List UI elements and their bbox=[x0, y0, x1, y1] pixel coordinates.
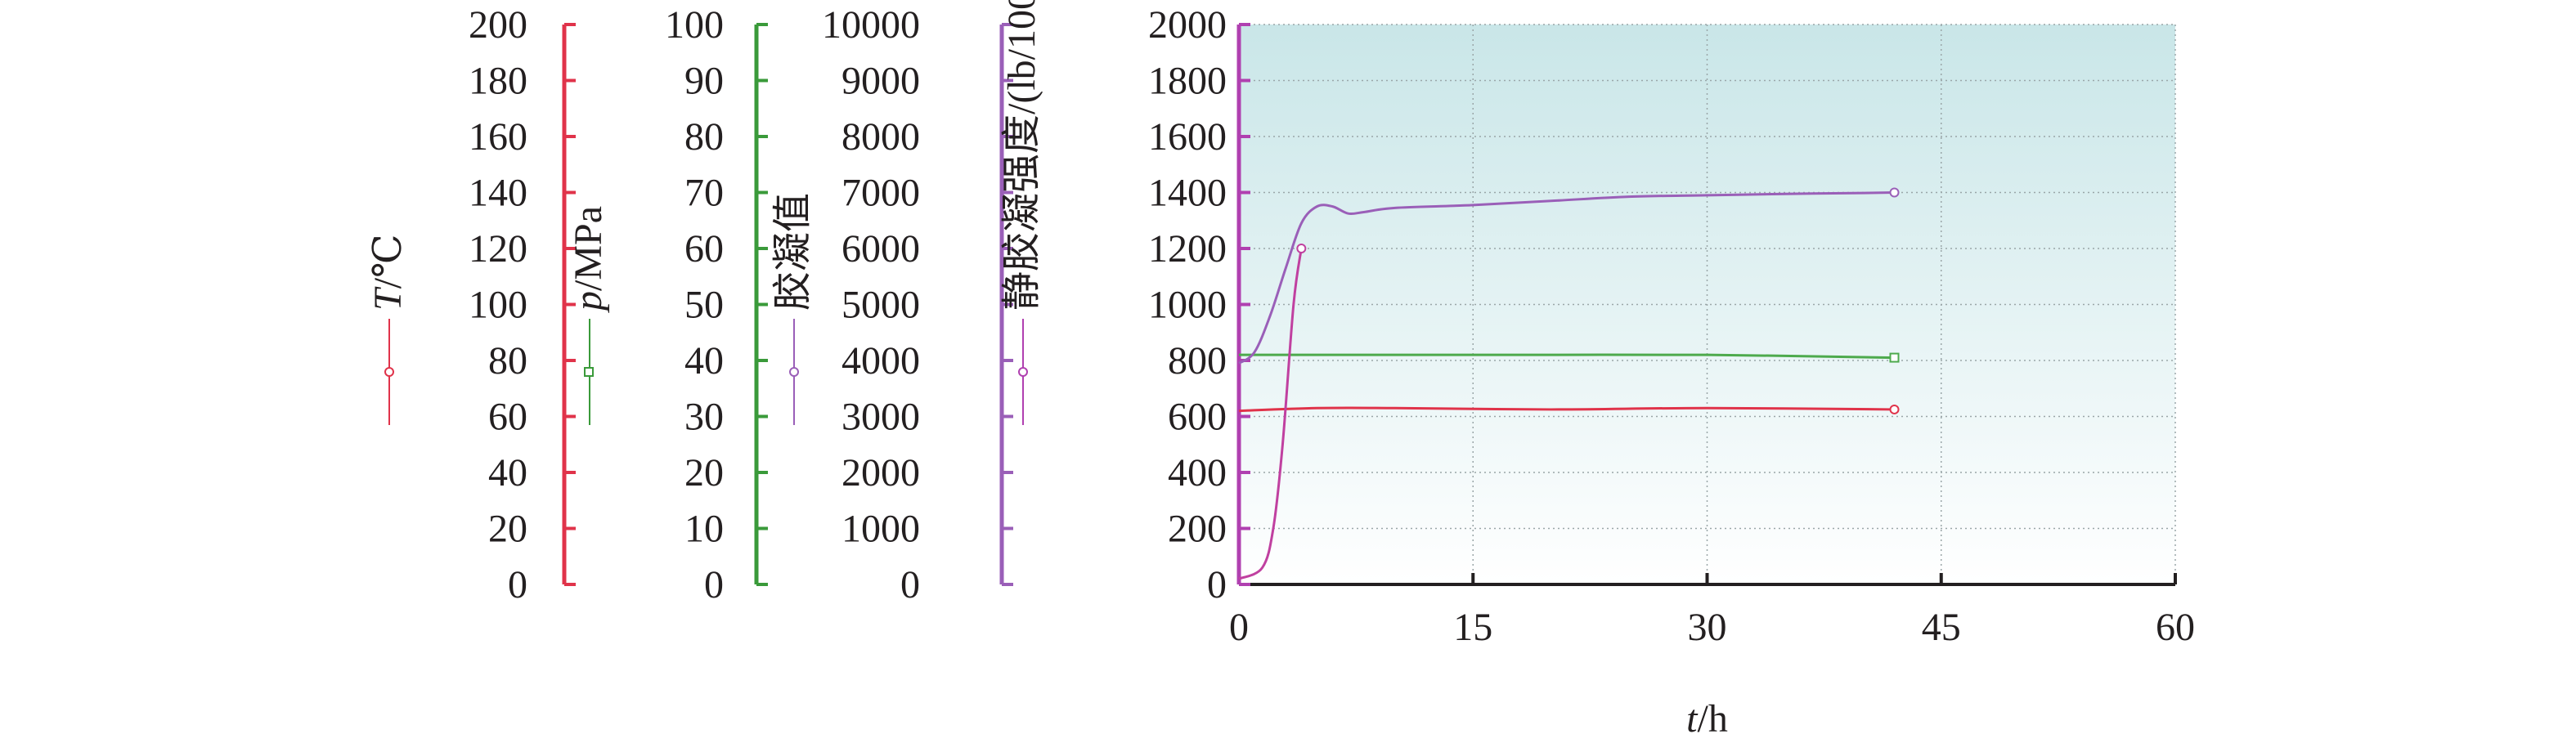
y-tick-label-sgs: 1600 bbox=[1148, 115, 1227, 159]
y-tick-label-p: 70 bbox=[684, 172, 724, 215]
y-tick-label-sgs: 1400 bbox=[1148, 172, 1227, 215]
series-line-T bbox=[1238, 406, 1895, 413]
y-axis-label-gel: 胶凝值 bbox=[771, 193, 815, 311]
y-tick-label-gel: 1000 bbox=[841, 508, 920, 551]
y-tick-label-gel: 3000 bbox=[841, 396, 920, 439]
y-axis-label-group-gel: 胶凝值 bbox=[771, 193, 815, 425]
y-tick-label-gel: 5000 bbox=[841, 284, 920, 327]
y-axis-label-group-T: T/℃ bbox=[366, 234, 410, 425]
y-tick-label-T: 140 bbox=[469, 172, 527, 215]
y-tick-label-p: 80 bbox=[684, 115, 724, 159]
y-tick-label-T: 180 bbox=[469, 60, 527, 103]
y-axis-label-p: p/MPa bbox=[567, 206, 610, 313]
legend-marker-gel bbox=[789, 367, 799, 377]
y-axis-label-group-p: p/MPa bbox=[567, 206, 610, 425]
x-axis-label: t/h bbox=[1686, 697, 1728, 741]
y-tick-label-sgs: 800 bbox=[1168, 339, 1227, 383]
y-tick-label-p: 90 bbox=[684, 60, 724, 103]
y-tick-label-p: 60 bbox=[684, 227, 724, 271]
y-tick-label-gel: 2000 bbox=[841, 451, 920, 495]
legend-marker-T bbox=[384, 367, 394, 377]
y-tick-label-gel: 9000 bbox=[841, 60, 920, 103]
y-tick-label-gel: 7000 bbox=[841, 172, 920, 215]
series-line-p bbox=[1239, 353, 1895, 360]
y-tick-label-sgs: 1800 bbox=[1148, 60, 1227, 103]
legend-marker-p bbox=[584, 367, 594, 377]
y-tick-label-T: 40 bbox=[488, 451, 527, 495]
y-tick-label-T: 200 bbox=[469, 3, 527, 47]
y-tick-label-p: 50 bbox=[684, 284, 724, 327]
y-tick-label-gel: 4000 bbox=[841, 339, 920, 383]
y-tick-label-T: 60 bbox=[488, 396, 527, 439]
y-tick-label-sgs: 1000 bbox=[1148, 284, 1227, 327]
y-tick-label-p: 0 bbox=[704, 563, 724, 607]
y-tick-label-gel: 10000 bbox=[822, 3, 920, 47]
y-tick-label-T: 80 bbox=[488, 339, 527, 383]
series-end-marker-T bbox=[1889, 404, 1900, 414]
y-tick-label-p: 10 bbox=[684, 508, 724, 551]
x-tick-label: 0 bbox=[1229, 606, 1249, 649]
y-tick-label-sgs: 2000 bbox=[1148, 3, 1227, 47]
y-tick-label-T: 20 bbox=[488, 508, 527, 551]
y-tick-label-sgs: 400 bbox=[1168, 451, 1227, 495]
y-tick-label-p: 20 bbox=[684, 451, 724, 495]
y-tick-label-gel: 6000 bbox=[841, 227, 920, 271]
y-tick-label-gel: 0 bbox=[900, 563, 920, 607]
x-tick-label: 45 bbox=[1922, 606, 1961, 649]
y-axis-label-group-sgs: 静胶凝强度/(lb/100 ft²) bbox=[1000, 0, 1043, 425]
x-tick-label: 15 bbox=[1453, 606, 1492, 649]
y-tick-label-sgs: 600 bbox=[1168, 396, 1227, 439]
x-tick-label: 60 bbox=[2156, 606, 2195, 649]
y-tick-label-gel: 8000 bbox=[841, 115, 920, 159]
series-line-gel bbox=[1238, 248, 1303, 580]
legend-marker-sgs bbox=[1018, 367, 1028, 377]
y-tick-label-sgs: 0 bbox=[1207, 563, 1227, 607]
y-tick-label-p: 100 bbox=[665, 3, 724, 47]
y-tick-label-T: 120 bbox=[469, 227, 527, 271]
series-end-marker-gel bbox=[1296, 244, 1307, 253]
y-tick-label-T: 0 bbox=[508, 563, 527, 607]
y-tick-label-sgs: 1200 bbox=[1148, 227, 1227, 271]
y-tick-label-sgs: 200 bbox=[1168, 508, 1227, 551]
y-axis-label-sgs: 静胶凝强度/(lb/100 ft²) bbox=[1000, 0, 1043, 311]
series-line-sgs bbox=[1238, 191, 1895, 365]
y-tick-label-T: 100 bbox=[469, 284, 527, 327]
x-tick-label: 30 bbox=[1688, 606, 1727, 649]
y-tick-label-p: 40 bbox=[684, 339, 724, 383]
y-tick-label-p: 30 bbox=[684, 396, 724, 439]
series-end-marker-sgs bbox=[1889, 187, 1900, 198]
y-axis-label-T: T/℃ bbox=[366, 234, 410, 311]
y-tick-label-T: 160 bbox=[469, 115, 527, 159]
series-end-marker-p bbox=[1889, 352, 1900, 363]
